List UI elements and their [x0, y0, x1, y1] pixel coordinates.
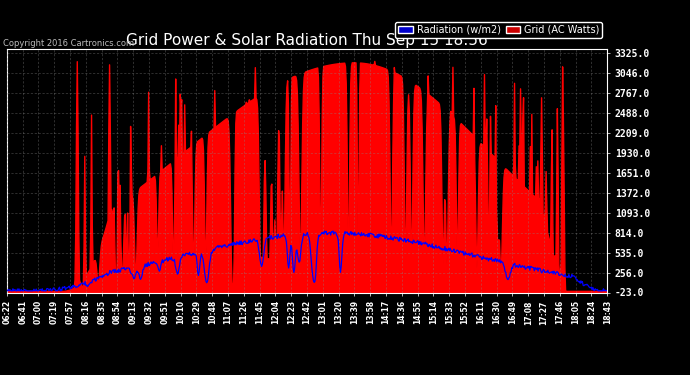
Title: Grid Power & Solar Radiation Thu Sep 15 18:56: Grid Power & Solar Radiation Thu Sep 15 …: [126, 33, 488, 48]
Legend: Radiation (w/m2), Grid (AC Watts): Radiation (w/m2), Grid (AC Watts): [395, 22, 602, 38]
Text: Copyright 2016 Cartronics.com: Copyright 2016 Cartronics.com: [3, 39, 135, 48]
